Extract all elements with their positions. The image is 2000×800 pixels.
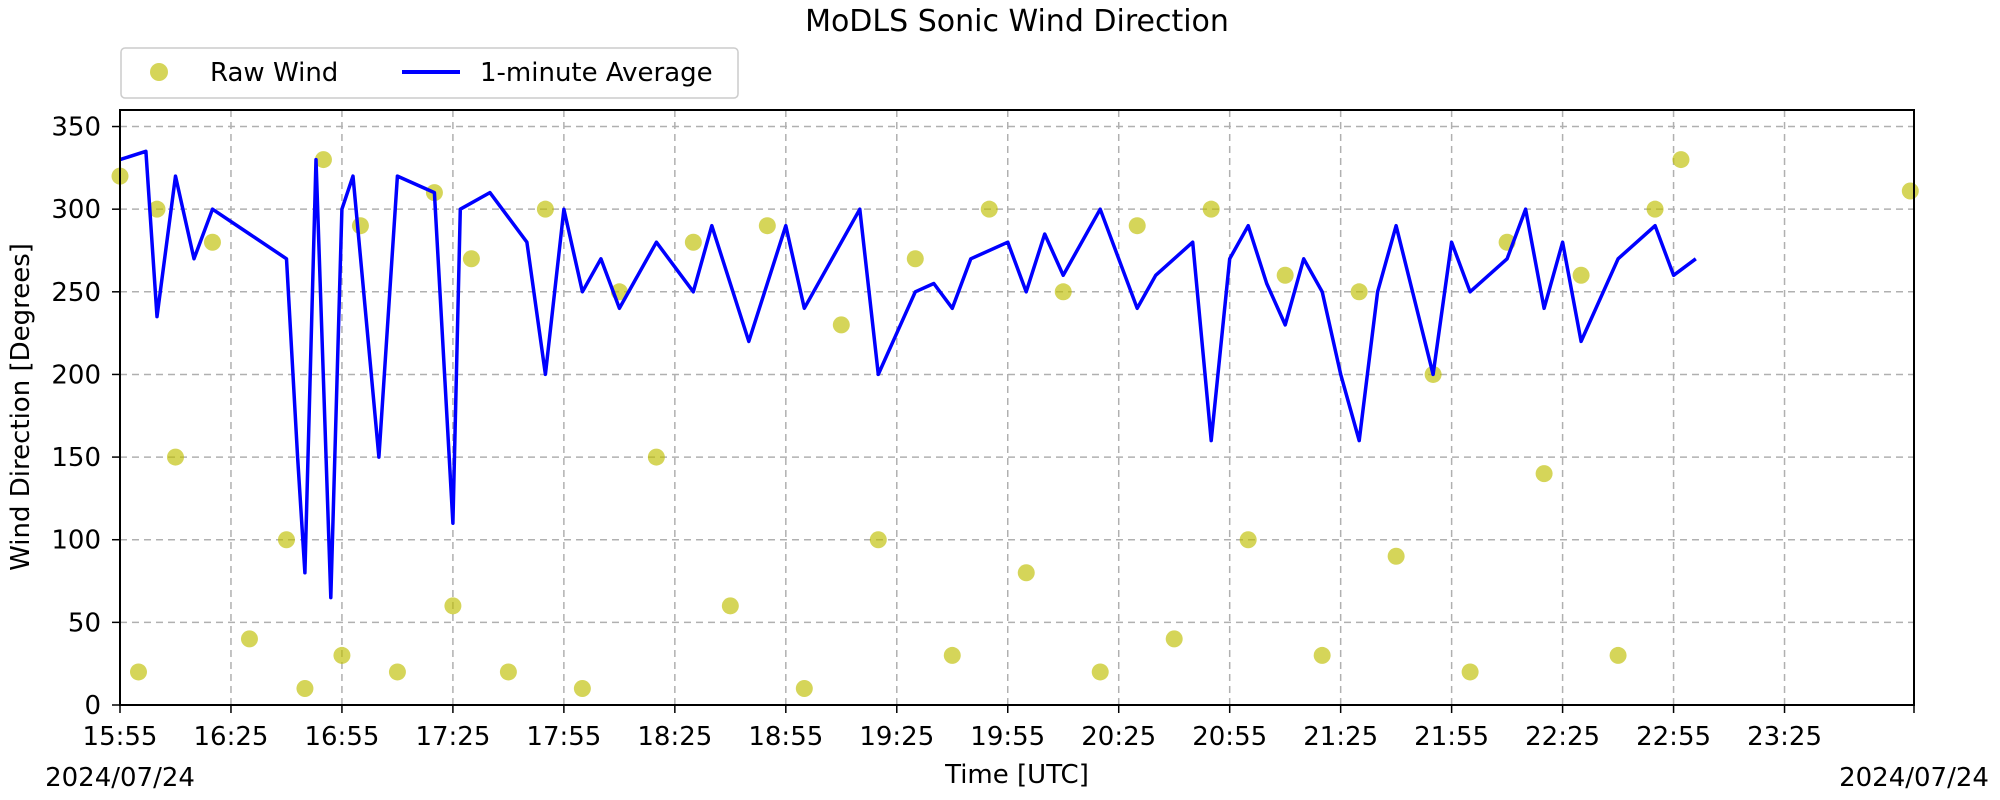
y-tick-label: 300 (51, 195, 101, 225)
x-tick-label: 21:25 (1303, 722, 1378, 752)
y-tick-label: 200 (51, 360, 101, 390)
raw-wind-point (1202, 200, 1220, 218)
raw-wind-point (148, 200, 166, 218)
x-tick-label: 20:25 (1081, 722, 1156, 752)
raw-wind-point (1535, 465, 1553, 483)
x-tick-label: 18:25 (637, 722, 712, 752)
y-tick-label: 150 (51, 443, 101, 473)
x-tick-label: 19:25 (859, 722, 934, 752)
raw-wind-point (684, 233, 702, 251)
date-right-label: 2024/07/24 (1839, 763, 1989, 793)
raw-wind-point (240, 630, 258, 648)
raw-wind-point (203, 233, 221, 251)
raw-wind-point (1609, 646, 1627, 664)
raw-wind-point (1387, 547, 1405, 565)
x-tick-label: 20:55 (1192, 722, 1267, 752)
raw-wind-point (444, 597, 462, 615)
x-tick-label: 21:55 (1414, 722, 1489, 752)
x-tick-label: 16:55 (304, 722, 379, 752)
raw-wind-point (351, 217, 369, 235)
raw-wind-point (296, 679, 314, 697)
raw-wind-point (1646, 200, 1664, 218)
raw-wind-point (129, 663, 147, 681)
x-tick-label: 16:25 (194, 722, 269, 752)
average-series (119, 149, 1697, 600)
raw-wind-point (166, 448, 184, 466)
legend-raw-marker (150, 63, 168, 81)
raw-wind-point (1165, 630, 1183, 648)
raw-wind-point (647, 448, 665, 466)
raw-wind-point (314, 151, 332, 169)
x-tick-label: 17:55 (526, 722, 601, 752)
raw-wind-point (1901, 182, 1919, 200)
raw-wind-point (869, 531, 887, 549)
raw-wind-point (721, 597, 739, 615)
y-axis: 0 50 100 150 200 250 300 350 (51, 113, 120, 721)
y-tick-label: 0 (84, 691, 101, 721)
raw-wind-point (499, 663, 517, 681)
raw-wind-point (1128, 217, 1146, 235)
raw-wind-point (1239, 531, 1257, 549)
legend-average-label: 1-minute Average (480, 58, 713, 88)
raw-wind-point (1054, 283, 1072, 301)
raw-wind-point (795, 679, 813, 697)
raw-wind-point (388, 663, 406, 681)
raw-wind-point (1017, 564, 1035, 582)
raw-wind-point (1350, 283, 1368, 301)
raw-wind-point (1672, 151, 1690, 169)
raw-wind-point (1091, 663, 1109, 681)
x-tick-label: 18:55 (748, 722, 823, 752)
legend: Raw Wind 1-minute Average (120, 47, 739, 99)
raw-wind-point (277, 531, 295, 549)
legend-raw-label: Raw Wind (210, 58, 338, 88)
x-axis-label: Time [UTC] (944, 760, 1089, 790)
raw-wind-point (462, 250, 480, 268)
raw-wind-point (980, 200, 998, 218)
x-tick-label: 19:55 (970, 722, 1045, 752)
y-tick-label: 250 (51, 278, 101, 308)
raw-wind-point (832, 316, 850, 334)
raw-wind-point (758, 217, 776, 235)
plot-frame (119, 109, 1915, 706)
raw-wind-point (1572, 266, 1590, 284)
raw-wind-point (1276, 266, 1294, 284)
x-tick-label: 22:25 (1525, 722, 1600, 752)
raw-wind-point (333, 646, 351, 664)
chart-title: MoDLS Sonic Wind Direction (805, 4, 1229, 39)
y-tick-label: 100 (51, 526, 101, 556)
date-left-label: 2024/07/24 (45, 763, 195, 793)
raw-wind-point (1461, 663, 1479, 681)
x-tick-label: 23:25 (1747, 722, 1822, 752)
y-tick-label: 50 (68, 608, 101, 638)
x-axis: 15:55 16:25 16:55 17:25 17:55 18:25 18:55 19:25… (83, 705, 1915, 752)
y-axis-label: Wind Direction [Degrees] (6, 243, 36, 571)
x-tick-label: 17:25 (415, 722, 490, 752)
raw-wind-point (573, 679, 591, 697)
grid (120, 110, 1914, 705)
y-tick-label: 350 (51, 113, 101, 143)
raw-wind-point (1313, 646, 1331, 664)
x-tick-label: 15:55 (83, 722, 158, 752)
raw-wind-point (943, 646, 961, 664)
raw-wind-point (906, 250, 924, 268)
x-tick-label: 22:55 (1636, 722, 1711, 752)
average-line (119, 149, 1697, 600)
raw-wind-point (536, 200, 554, 218)
